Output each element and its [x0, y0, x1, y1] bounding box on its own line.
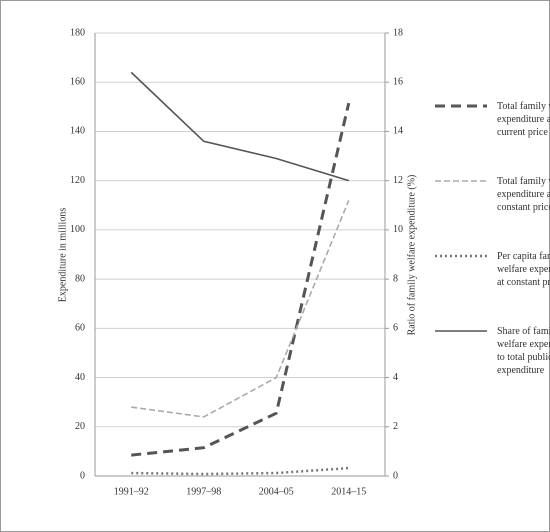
series-line — [131, 102, 351, 457]
x-tick-label: 2014–15 — [331, 486, 366, 497]
y2-tick-label: 10 — [393, 224, 403, 235]
y2-tick-label: 8 — [393, 273, 398, 284]
y-axis-label: Expenditure in millions — [57, 208, 68, 303]
y2-tick-label: 2 — [393, 421, 398, 432]
y2-axis-label: Ratio of family welfare expenditure (%) — [406, 175, 417, 336]
legend-label: Share of family welfare expenditure to t… — [497, 326, 550, 376]
series-line — [131, 466, 349, 476]
y2-tick-label: 14 — [393, 126, 403, 137]
y2-tick-label: 0 — [393, 470, 398, 481]
y2-tick-label: 16 — [393, 77, 403, 88]
x-tick-label: 1997–98 — [186, 486, 221, 497]
legend-label: Per capita family welfare expenditure at… — [497, 251, 550, 288]
y2-tick-label: 6 — [393, 323, 398, 334]
series-line — [131, 200, 350, 418]
y-tick-label: 140 — [70, 126, 85, 137]
y2-tick-label: 18 — [393, 27, 403, 38]
y-tick-label: 100 — [70, 224, 85, 235]
y-tick-label: 60 — [75, 323, 85, 334]
y-tick-label: 40 — [75, 372, 85, 383]
y-tick-label: 180 — [70, 27, 85, 38]
legend-label: Total family welfare expenditure at cons… — [497, 176, 550, 213]
y-tick-label: 20 — [75, 421, 85, 432]
x-tick-label: 2004–05 — [259, 486, 294, 497]
x-tick-label: 1991–92 — [114, 486, 149, 497]
y-tick-label: 160 — [70, 77, 85, 88]
series-line — [130, 71, 349, 182]
y-tick-label: 0 — [80, 470, 85, 481]
y-tick-label: 120 — [70, 175, 85, 186]
y-tick-label: 80 — [75, 273, 85, 284]
legend-label: Total family welfare expenditure at curr… — [497, 101, 550, 138]
y2-tick-label: 4 — [393, 372, 398, 383]
y2-tick-label: 12 — [393, 175, 403, 186]
